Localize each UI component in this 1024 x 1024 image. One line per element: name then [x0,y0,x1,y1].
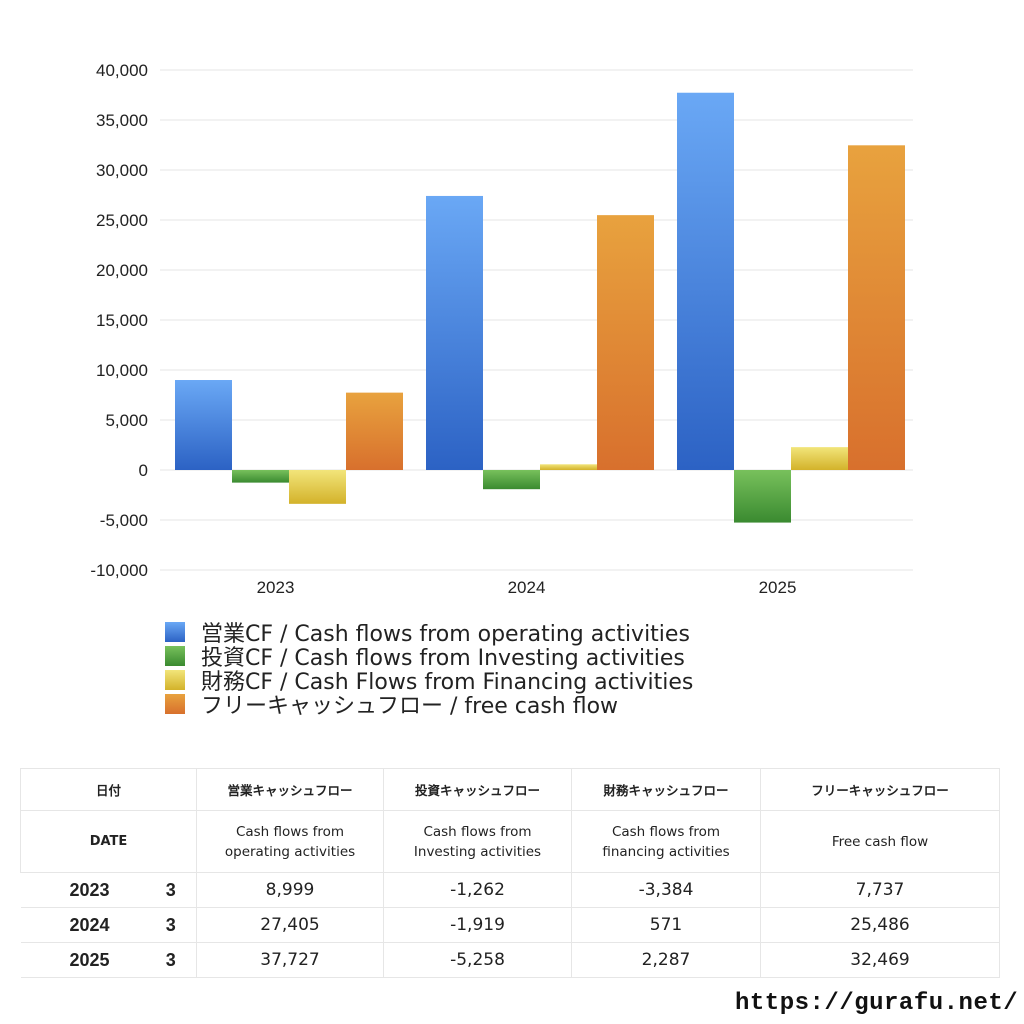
row-year: 2025 [20,942,146,978]
legend-swatch-financing [165,670,185,690]
y-tick-label: 10,000 [96,361,148,380]
row-year: 2023 [20,872,146,908]
y-tick-label: 35,000 [96,111,148,130]
cell-operating: 27,405 [196,907,385,943]
legend-label-financing: 財務CF / Cash Flows from Financing activit… [201,670,694,695]
bar-free-2023 [346,392,403,470]
cell-financing: 2,287 [571,942,762,978]
legend-label-investing: 投資CF / Cash flows from Investing activit… [201,646,685,671]
table-row: 2023 3 8,999 -1,262 -3,384 7,737 [20,872,1001,908]
cell-investing: -5,258 [383,942,573,978]
legend-item-investing: 投資CF / Cash flows from Investing activit… [165,644,693,671]
y-tick-label: 40,000 [96,61,148,80]
table-row: 2024 3 27,405 -1,919 571 25,486 [20,907,1001,943]
legend-item-operating: 営業CF / Cash flows from operating activit… [165,620,693,647]
y-tick-label: 5,000 [105,411,148,430]
bar-free-2024 [597,215,654,470]
site-url[interactable]: https://gurafu.net/ [735,990,1019,1017]
cell-investing: -1,919 [383,907,573,943]
header-free-jp: フリーキャッシュフロー [760,768,1001,811]
y-tick-label: 30,000 [96,161,148,180]
bar-financing-2023 [289,470,346,504]
cell-financing: 571 [571,907,762,943]
header-free-en: Free cash flow [760,810,1001,873]
row-month: 3 [145,872,198,908]
bar-operating-2024 [426,195,483,470]
cell-operating: 37,727 [196,942,385,978]
bar-free-2025 [848,145,905,470]
x-tick-label: 2025 [759,578,797,597]
header-date-jp: 日付 [19,768,198,811]
cell-investing: -1,262 [383,872,573,908]
header-date-en: DATE [19,810,198,873]
cash-flow-bar-chart: 40,000 35,000 30,000 25,000 20,000 15,000 10,0… [90,61,913,597]
bar-investing-2025 [734,470,791,523]
y-tick-label: 25,000 [96,211,148,230]
legend-item-free: フリーキャッシュフロー / free cash flow [165,692,693,719]
y-tick-label: 15,000 [96,311,148,330]
header-operating-jp: 営業キャッシュフロー [196,768,385,811]
x-tick-label: 2024 [508,578,546,597]
header-financing-jp: 財務キャッシュフロー [571,768,762,811]
bar-investing-2024 [483,470,540,490]
legend-item-financing: 財務CF / Cash Flows from Financing activit… [165,668,693,695]
legend-swatch-free [165,694,185,714]
cell-free: 32,469 [760,942,1001,978]
table-header-jp: 日付 営業キャッシュフロー 投資キャッシュフロー 財務キャッシュフロー フリーキ… [19,768,1001,811]
cell-financing: -3,384 [571,872,762,908]
row-month: 3 [145,942,198,978]
chart-legend: 営業CF / Cash flows from operating activit… [165,620,693,719]
bar-operating-2023 [175,380,232,470]
bar-financing-2024 [540,464,597,470]
header-investing-en: Cash flows from Investing activities [383,810,573,873]
header-financing-en: Cash flows from financing activities [571,810,762,873]
y-tick-label: -5,000 [100,511,148,530]
legend-swatch-investing [165,646,185,666]
legend-label-free: フリーキャッシュフロー / free cash flow [201,694,619,719]
row-year: 2024 [20,907,146,943]
cash-flow-table: 日付 営業キャッシュフロー 投資キャッシュフロー 財務キャッシュフロー フリーキ… [19,768,1001,978]
cell-free: 25,486 [760,907,1001,943]
bar-operating-2025 [677,92,734,470]
bar-financing-2025 [791,447,848,470]
legend-swatch-operating [165,622,185,642]
bar-investing-2023 [232,470,289,483]
cell-operating: 8,999 [196,872,385,908]
legend-label-operating: 営業CF / Cash flows from operating activit… [201,622,690,647]
y-tick-label: 20,000 [96,261,148,280]
header-operating-en: Cash flows from operating activities [196,810,385,873]
y-tick-label: -10,000 [90,561,148,580]
table-header-en: DATE Cash flows from operating activities… [19,810,1001,873]
x-tick-label: 2023 [257,578,295,597]
cell-free: 7,737 [760,872,1001,908]
y-tick-label: 0 [139,461,148,480]
table-row: 2025 3 37,727 -5,258 2,287 32,469 [20,942,1001,978]
row-month: 3 [145,907,198,943]
header-investing-jp: 投資キャッシュフロー [383,768,573,811]
